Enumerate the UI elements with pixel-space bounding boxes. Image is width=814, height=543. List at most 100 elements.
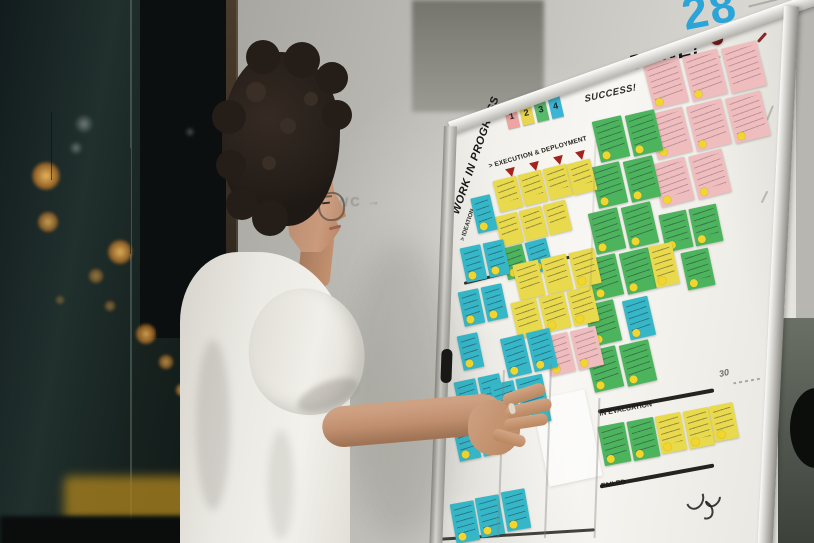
note-writing xyxy=(626,159,657,194)
note-writing xyxy=(514,302,539,330)
note-writing xyxy=(684,252,711,282)
yellow-dot-sticker xyxy=(634,144,645,155)
note-writing xyxy=(504,492,527,523)
yellow-dot-sticker xyxy=(693,89,704,100)
hair-curl xyxy=(322,100,352,130)
light-bokeh xyxy=(88,268,104,284)
light-bokeh xyxy=(107,239,133,265)
yellow-dot-sticker xyxy=(579,358,590,368)
light-cable xyxy=(156,238,157,336)
yellow-dot-sticker xyxy=(465,314,476,325)
yellow-dot-sticker xyxy=(467,270,478,281)
yellow-dot-sticker xyxy=(736,131,747,142)
note-writing xyxy=(692,153,727,191)
note-writing xyxy=(474,198,493,225)
hair-curl xyxy=(262,156,276,170)
yellow-dot-sticker xyxy=(631,328,642,338)
margin-note: 30 xyxy=(718,367,730,379)
note-writing xyxy=(521,174,544,197)
hair-curl xyxy=(316,62,348,94)
yellow-bench xyxy=(64,476,192,520)
yellow-dot-sticker xyxy=(697,139,708,150)
hair-curl xyxy=(304,92,318,106)
note-writing xyxy=(651,246,676,279)
light-bokeh xyxy=(185,127,195,137)
hair-curl xyxy=(246,40,280,74)
light-bokeh xyxy=(104,300,116,312)
note-writing xyxy=(546,168,569,191)
hair-curl xyxy=(280,118,296,134)
yellow-dot-sticker xyxy=(478,221,489,232)
note-writing xyxy=(622,251,653,286)
yellow-dot-sticker xyxy=(575,314,585,324)
note-writing xyxy=(686,411,711,440)
yellow-dot-sticker xyxy=(601,150,612,161)
yellow-dot-sticker xyxy=(508,520,519,530)
yellow-dot-sticker xyxy=(606,454,616,464)
yellow-dot-sticker xyxy=(488,309,499,320)
concrete-pillar xyxy=(412,0,544,112)
yellow-dot-sticker xyxy=(460,449,471,460)
note-writing xyxy=(460,336,480,362)
note-writing xyxy=(662,214,689,244)
yellow-dot-sticker xyxy=(597,242,608,253)
hair-curl xyxy=(246,82,266,102)
note-writing xyxy=(570,163,593,186)
note-writing xyxy=(658,416,683,445)
note-writing xyxy=(516,264,541,292)
hair-curl xyxy=(216,150,246,180)
yellow-dot-sticker xyxy=(630,236,641,247)
note-writing xyxy=(593,165,624,200)
light-bokeh xyxy=(135,323,157,345)
note-writing xyxy=(628,113,659,148)
shirt-fold xyxy=(196,340,230,510)
note-writing xyxy=(622,343,653,378)
glass-edge xyxy=(130,0,132,543)
note-writing xyxy=(453,504,476,535)
yellow-dot-sticker xyxy=(628,282,639,293)
hair-curl xyxy=(212,100,246,134)
light-bokeh xyxy=(158,354,174,370)
note-writing xyxy=(591,211,622,246)
light-bokeh xyxy=(31,161,61,191)
yellow-dot-sticker xyxy=(632,190,643,201)
note-writing xyxy=(728,94,766,135)
note-writing xyxy=(496,180,519,203)
note-writing xyxy=(546,204,568,226)
note-writing xyxy=(498,216,520,238)
yellow-dot-sticker xyxy=(628,374,639,385)
shirt-fold xyxy=(268,430,294,540)
note-writing xyxy=(685,52,723,93)
yellow-dot-sticker xyxy=(657,275,667,286)
note-writing xyxy=(542,296,567,324)
note-writing xyxy=(529,332,554,363)
note-writing xyxy=(503,338,528,369)
yellow-dot-sticker xyxy=(716,430,727,440)
note-writing xyxy=(724,44,762,85)
note-writing xyxy=(595,119,626,154)
note-writing xyxy=(570,290,595,318)
note-writing xyxy=(573,330,600,361)
note-writing xyxy=(624,205,655,240)
yellow-dot-sticker xyxy=(595,288,606,299)
yellow-dot-sticker xyxy=(577,276,587,286)
person-shadow xyxy=(346,240,456,543)
yellow-dot-sticker xyxy=(509,365,520,376)
yellow-dot-sticker xyxy=(635,449,645,459)
note-writing xyxy=(601,426,627,457)
note-writing xyxy=(522,210,544,232)
yellow-dot-sticker xyxy=(457,532,468,542)
yellow-dot-sticker xyxy=(490,265,501,276)
note-writing xyxy=(463,248,483,274)
yellow-dot-sticker xyxy=(662,442,673,452)
hair-curl xyxy=(252,200,288,236)
note-writing xyxy=(484,287,504,313)
note-writing xyxy=(461,292,481,318)
yellow-dot-sticker xyxy=(535,359,546,370)
note-writing xyxy=(712,406,735,433)
note-writing xyxy=(646,60,684,101)
note-writing xyxy=(544,258,569,286)
hair-curl xyxy=(284,42,320,78)
curly-hair xyxy=(212,40,352,236)
